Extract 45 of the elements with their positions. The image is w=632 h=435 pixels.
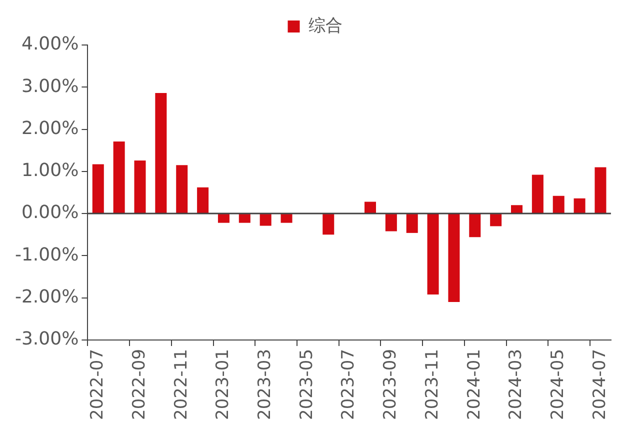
bar [113,142,125,214]
bar [92,164,104,214]
bar [385,214,397,232]
x-tick-label: 2023-07 [338,348,359,420]
bar [322,214,334,235]
bar [469,214,481,238]
bar [574,198,586,214]
x-tick-label: 2023-03 [255,348,276,420]
y-tick-label: -3.00% [14,328,79,350]
y-tick-label: -2.00% [14,286,79,308]
bar [406,214,418,233]
x-tick-label: 2024-05 [548,348,568,420]
bar [490,214,502,226]
bar [218,214,230,223]
bar [594,167,606,214]
y-tick-label: 1.00% [21,160,79,182]
bar [427,214,439,294]
bar [552,196,564,214]
x-tick-label: 2022-07 [88,348,108,420]
bar [134,160,146,214]
x-tick-label: 2022-11 [171,348,192,420]
x-tick-label: 2024-01 [464,348,484,420]
bar [532,174,544,214]
x-tick-label: 2024-03 [506,348,526,420]
bar [448,214,460,302]
bar [280,214,292,223]
bar [197,187,209,214]
bar [364,202,376,214]
y-tick-label: -1.00% [14,244,79,266]
y-tick-label: 3.00% [21,76,79,97]
x-tick-label: 2022-09 [129,348,150,420]
bar [155,93,167,214]
y-tick-label: 2.00% [21,118,79,139]
bar [511,205,523,214]
x-tick-label: 2023-09 [380,348,401,420]
bar [260,214,272,226]
bar [238,214,250,223]
legend-label: 综合 [308,16,342,36]
x-tick-label: 2023-05 [296,348,317,420]
x-tick-label: 2023-01 [213,348,234,420]
x-tick-label: 2023-11 [422,348,442,420]
y-tick-label: 0.00% [21,202,79,224]
y-tick-label: 4.00% [21,34,79,55]
x-tick-label: 2024-07 [590,348,610,420]
bar [176,165,188,214]
